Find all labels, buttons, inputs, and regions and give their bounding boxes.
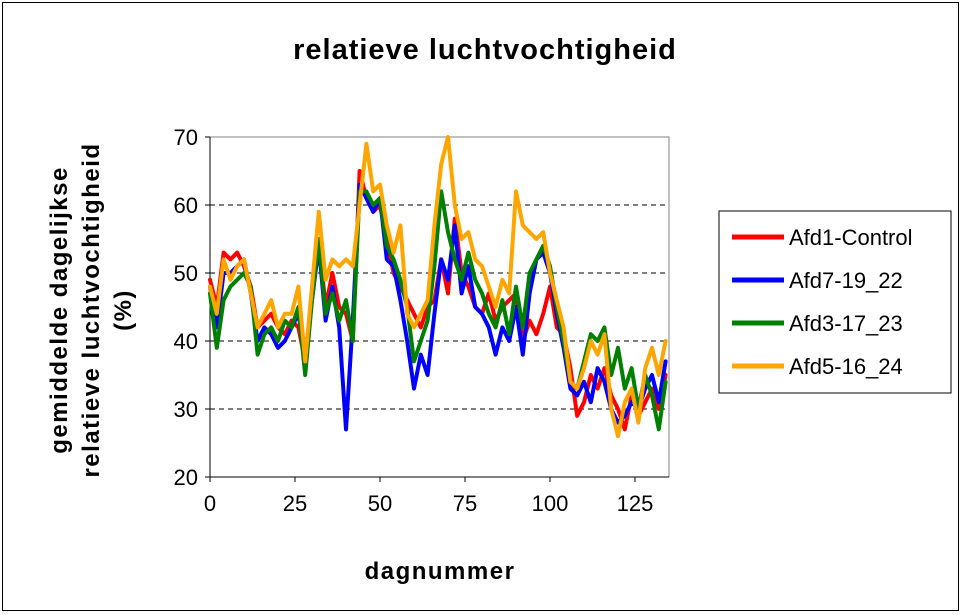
x-tick-label: 100 (532, 491, 569, 516)
legend-label-3: Afd3-17_23 (789, 311, 903, 336)
legend-label-4: Afd5-16_24 (789, 354, 903, 379)
series-line-4 (208, 135, 668, 439)
y-axis-ticks: 20 30 40 50 60 70 (174, 125, 210, 490)
y-tick-label: 20 (174, 465, 198, 490)
x-axis-label: dagnummer (365, 558, 516, 585)
y-tick-label: 30 (174, 397, 198, 422)
legend: Afd1-Control Afd7-19_22 Afd3-17_23 Afd5-16_… (732, 225, 913, 379)
y-tick-label: 70 (174, 125, 198, 150)
series-line-2 (208, 182, 668, 432)
y-axis-label-line-1: gemiddelde dagelijkse (46, 166, 73, 454)
x-tick-label: 125 (617, 491, 654, 516)
y-axis-label-line-2: relatieve luchtvochtigheid (78, 142, 105, 477)
x-tick-label: 75 (453, 491, 477, 516)
series-line-3 (208, 189, 668, 432)
y-tick-label: 40 (174, 329, 198, 354)
legend-label-2: Afd7-19_22 (789, 268, 903, 293)
legend-box (718, 210, 952, 394)
y-tick-label: 60 (174, 193, 198, 218)
x-tick-label: 25 (283, 491, 307, 516)
x-axis-ticks: 0 25 50 75 100 125 (204, 137, 669, 516)
x-tick-label: 0 (204, 491, 216, 516)
x-tick-label: 50 (368, 491, 392, 516)
chart-title: relatieve luchtvochtigheid (293, 34, 677, 66)
series-lines (208, 135, 668, 439)
legend-label-1: Afd1-Control (789, 225, 913, 250)
y-tick-label: 50 (174, 261, 198, 286)
y-axis-label-line-3: (%) (110, 289, 137, 331)
